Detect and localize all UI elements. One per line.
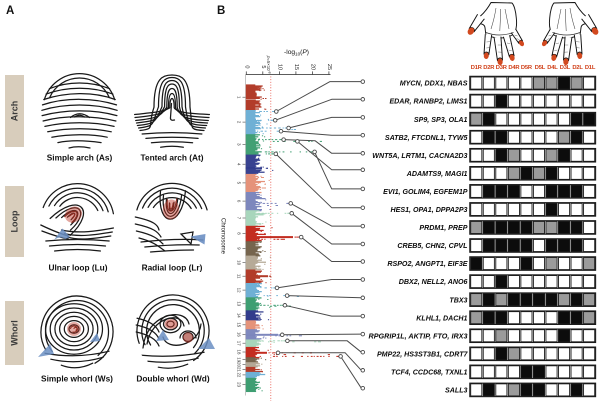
svg-text:KLHL1, DACH1: KLHL1, DACH1 — [416, 314, 467, 322]
svg-text:D5R: D5R — [521, 65, 533, 71]
svg-text:D2L: D2L — [572, 65, 583, 71]
svg-text:23: 23 — [237, 382, 242, 387]
svg-text:Tented arch (At): Tented arch (At) — [141, 153, 204, 163]
svg-text:5: 5 — [260, 65, 266, 68]
svg-text:RPGRIP1L, AKTIP, FTO, IRX3: RPGRIP1L, AKTIP, FTO, IRX3 — [369, 332, 468, 340]
svg-text:Chromosome: Chromosome — [220, 218, 226, 255]
svg-text:-log10(P): -log10(P) — [284, 49, 309, 56]
svg-text:8: 8 — [237, 232, 242, 235]
svg-text:SP9, SP3, OLA1: SP9, SP3, OLA1 — [414, 116, 468, 124]
svg-text:TCF4, CCDC68, TXNL1: TCF4, CCDC68, TXNL1 — [391, 369, 468, 377]
svg-text:DBX2, NELL2, ANO6: DBX2, NELL2, ANO6 — [399, 278, 468, 286]
svg-text:20: 20 — [309, 64, 315, 70]
svg-text:TBX3: TBX3 — [449, 296, 467, 304]
svg-text:Simple arch (As): Simple arch (As) — [47, 153, 113, 163]
svg-text:WNT5A, LRTM1, CACNA2D3: WNT5A, LRTM1, CACNA2D3 — [372, 152, 467, 160]
svg-text:3: 3 — [237, 143, 242, 146]
svg-text:A: A — [6, 5, 14, 17]
svg-text:5: 5 — [237, 182, 242, 185]
svg-text:16: 16 — [237, 332, 242, 337]
svg-text:14: 14 — [237, 313, 242, 318]
svg-text:0: 0 — [243, 65, 249, 68]
svg-text:Radial loop (Lr): Radial loop (Lr) — [142, 263, 203, 273]
svg-text:HES1, OPA1, DPPA2P3: HES1, OPA1, DPPA2P3 — [390, 206, 467, 214]
svg-text:Arch: Arch — [10, 101, 20, 122]
svg-text:D4R: D4R — [508, 65, 520, 71]
svg-text:EVI1, GOLIM4, EGFEM1P: EVI1, GOLIM4, EGFEM1P — [383, 188, 468, 196]
svg-text:Ulnar loop (Lu): Ulnar loop (Lu) — [49, 263, 108, 273]
svg-text:2: 2 — [237, 121, 242, 124]
svg-text:MYCN, DDX1, NBAS: MYCN, DDX1, NBAS — [400, 80, 468, 88]
svg-text:PMP22, HS3ST3B1, CDRT7: PMP22, HS3ST3B1, CDRT7 — [377, 350, 469, 358]
svg-text:B: B — [217, 5, 225, 17]
svg-text:D4L: D4L — [547, 65, 558, 71]
svg-text:4: 4 — [237, 163, 242, 166]
svg-text:CREB5, CHN2, CPVL: CREB5, CHN2, CPVL — [397, 242, 467, 250]
svg-text:D1R: D1R — [471, 65, 483, 71]
svg-text:21: 21 — [237, 367, 242, 372]
svg-text:Loop: Loop — [10, 210, 20, 232]
svg-text:18: 18 — [237, 350, 242, 355]
svg-text:EDAR, RANBP2, LIMS1: EDAR, RANBP2, LIMS1 — [389, 98, 467, 106]
svg-text:13: 13 — [237, 301, 242, 306]
svg-text:7: 7 — [237, 217, 242, 220]
svg-text:15: 15 — [293, 64, 299, 70]
svg-text:15: 15 — [237, 322, 242, 327]
svg-text:20: 20 — [237, 362, 242, 367]
svg-text:D3L: D3L — [560, 65, 571, 71]
svg-text:12: 12 — [237, 288, 242, 293]
svg-text:P=5×10-8: P=5×10-8 — [266, 55, 272, 73]
svg-text:25: 25 — [326, 64, 332, 70]
svg-text:SALL3: SALL3 — [445, 387, 468, 395]
svg-text:RSPO2, ANGPT1, EIF3E: RSPO2, ANGPT1, EIF3E — [387, 260, 467, 268]
svg-text:D5L: D5L — [535, 65, 546, 71]
svg-text:Whorl: Whorl — [10, 320, 20, 346]
svg-text:Simple whorl (Ws): Simple whorl (Ws) — [41, 374, 113, 384]
svg-text:10: 10 — [237, 260, 242, 265]
svg-text:D2R: D2R — [483, 65, 495, 71]
svg-text:SATB2, FTCDNL1, TYW5: SATB2, FTCDNL1, TYW5 — [385, 134, 469, 142]
svg-text:19: 19 — [237, 357, 242, 362]
svg-text:10: 10 — [276, 64, 282, 70]
svg-text:D1L: D1L — [585, 65, 596, 71]
svg-text:22: 22 — [237, 372, 242, 377]
svg-text:9: 9 — [237, 247, 242, 250]
svg-text:11: 11 — [237, 274, 242, 279]
svg-text:ADAMTS9, MAGI1: ADAMTS9, MAGI1 — [406, 170, 468, 178]
svg-text:1: 1 — [237, 96, 242, 99]
svg-text:17: 17 — [237, 341, 242, 346]
svg-text:D3R: D3R — [496, 65, 508, 71]
svg-text:PRDM1, PREP: PRDM1, PREP — [419, 224, 467, 232]
svg-text:Double whorl (Wd): Double whorl (Wd) — [136, 374, 210, 384]
svg-text:6: 6 — [237, 200, 242, 203]
